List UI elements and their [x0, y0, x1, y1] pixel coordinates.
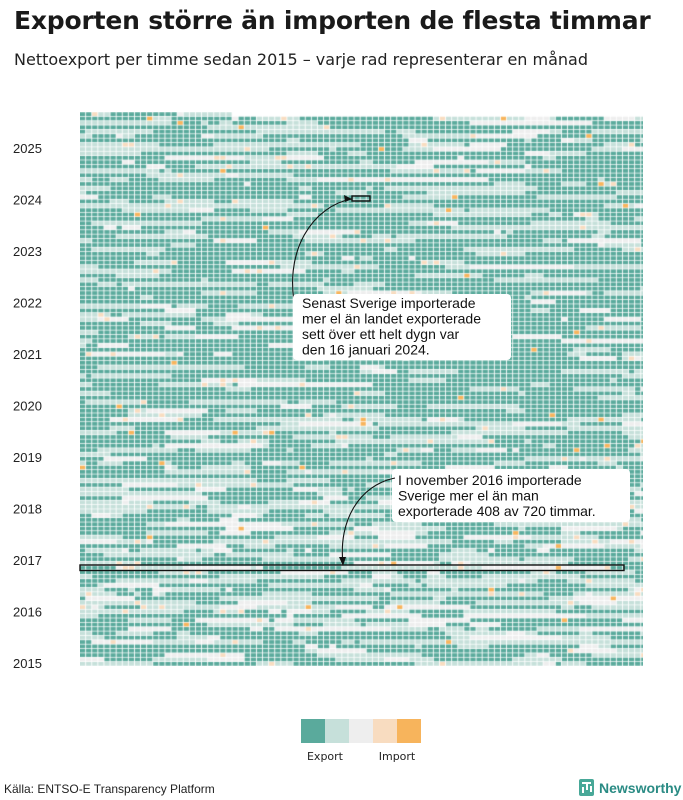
y-tick-label: 2025 — [13, 141, 42, 156]
annotation-2-box — [392, 469, 630, 522]
annotation-1-arrowhead — [344, 195, 352, 202]
legend-label-export: Export — [307, 750, 344, 763]
y-tick-label: 2020 — [13, 399, 42, 414]
brand-name: Newsworthy — [599, 779, 682, 796]
y-tick-label: 2019 — [13, 450, 42, 465]
y-tick-label: 2015 — [13, 656, 42, 671]
highlight-jan-2024-day — [351, 195, 371, 202]
annotation-2-arrowhead — [339, 557, 346, 566]
annotation-line: sett över ett helt dygn var — [302, 326, 460, 342]
legend — [301, 719, 421, 743]
legend-label-import: Import — [379, 750, 416, 763]
y-tick-label: 2024 — [13, 193, 42, 208]
y-tick-label: 2017 — [13, 553, 42, 568]
annotation-1-box — [293, 294, 511, 360]
y-tick-label: 2023 — [13, 244, 42, 259]
annotation-line: exporterade 408 av 720 timmar. — [398, 503, 596, 519]
legend-swatch — [373, 719, 397, 743]
y-axis-labels: 2025 2024 2023 2022 2021 2020 2019 2018 2017 2016… — [13, 141, 42, 671]
newsworthy-logo-icon — [579, 779, 594, 796]
annotation-line: Sverige mer el än man — [398, 488, 539, 504]
y-tick-label: 2016 — [13, 605, 42, 620]
legend-swatch — [301, 719, 325, 743]
annotation-1-connector — [292, 198, 353, 317]
legend-swatch — [349, 719, 373, 743]
highlight-nov-2016-row — [79, 564, 625, 572]
heatmap-grid — [80, 112, 643, 666]
source-note: Källa: ENTSO-E Transparency Platform — [4, 782, 215, 796]
heatmap-cells — [80, 112, 643, 666]
annotation-1-text: Senast Sverige importerade mer el än land… — [302, 295, 481, 358]
annotation-line: Senast Sverige importerade — [302, 295, 476, 311]
y-tick-label: 2018 — [13, 502, 42, 517]
annotation-line: I november 2016 importerade — [398, 472, 582, 488]
legend-swatch — [397, 719, 421, 743]
annotation-2-text: I november 2016 importerade Sverige mer e… — [398, 472, 596, 519]
y-tick-label: 2021 — [13, 347, 42, 362]
chart-title: Exporten större än importen de flesta ti… — [14, 6, 651, 35]
chart-subtitle: Nettoexport per timme sedan 2015 – varje… — [14, 50, 588, 69]
annotation-line: den 16 januari 2024. — [302, 342, 430, 358]
y-tick-label: 2022 — [13, 296, 42, 311]
brand-logo: Newsworthy — [579, 779, 681, 796]
annotation-2-connector — [341, 477, 396, 565]
legend-swatch — [325, 719, 349, 743]
annotation-line: mer el än landet exporterade — [302, 311, 481, 327]
